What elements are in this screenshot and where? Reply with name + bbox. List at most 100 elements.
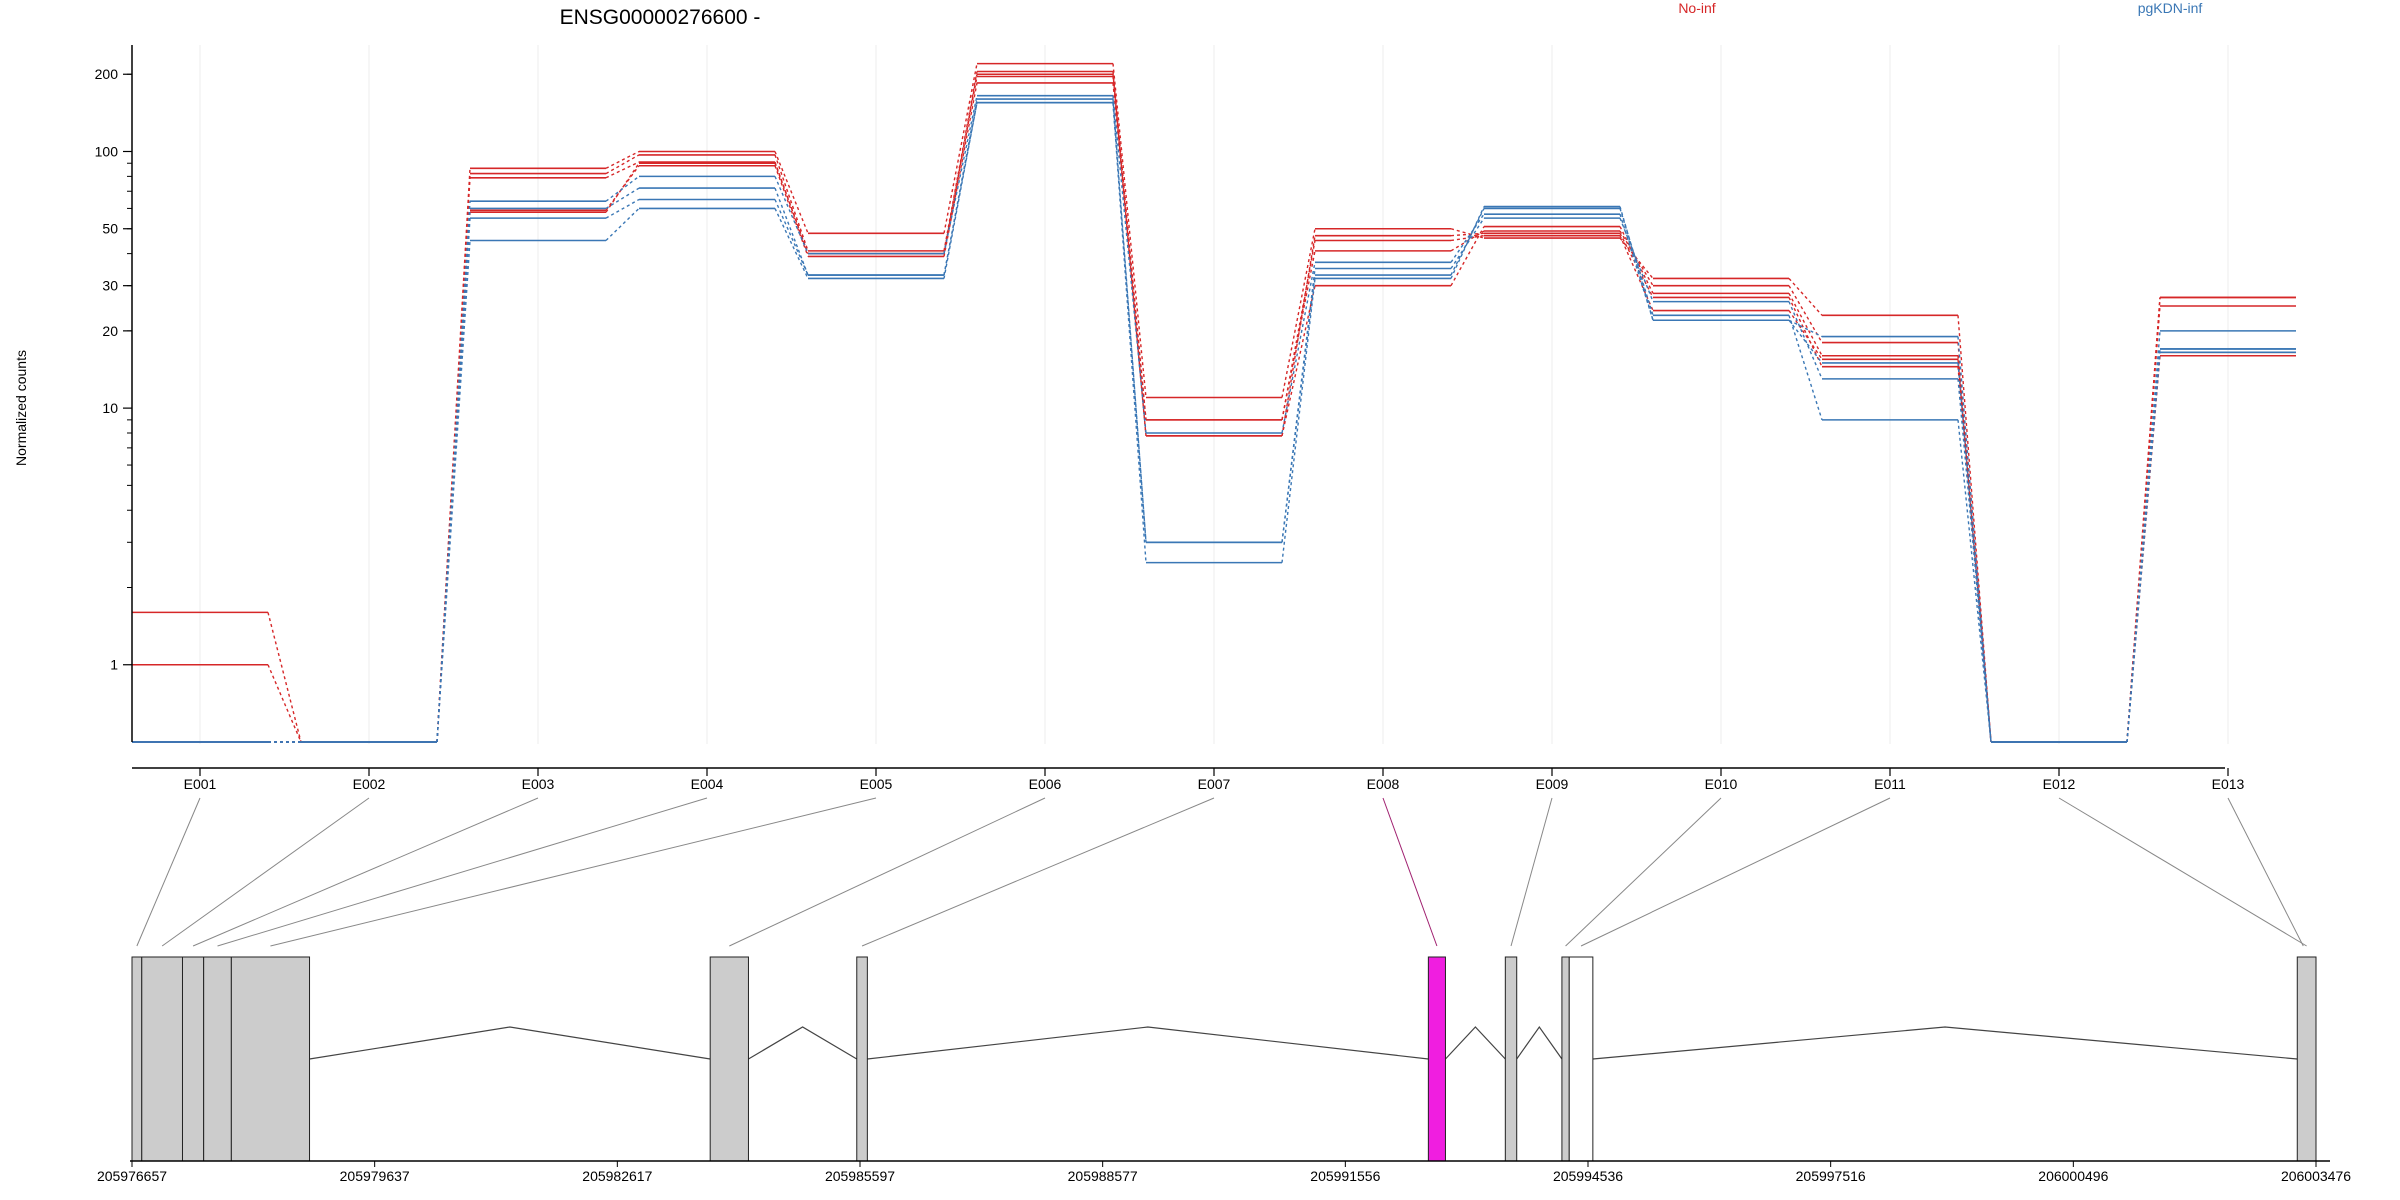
exon-connector xyxy=(1565,797,1722,947)
x-tick-label: E011 xyxy=(1874,776,1906,792)
intron-line xyxy=(1516,1025,1563,1060)
series-connector xyxy=(1788,319,1823,364)
genome-tick-label: 205988577 xyxy=(1068,1168,1138,1184)
genome-tick-label: 205994536 xyxy=(1553,1168,1623,1184)
series-connector xyxy=(267,612,302,743)
series-connector xyxy=(774,162,809,254)
genome-tick-label: 205985597 xyxy=(825,1168,895,1184)
series-connector xyxy=(1281,235,1316,436)
series-connector xyxy=(1788,319,1823,338)
series-connector xyxy=(943,82,978,257)
series-connector xyxy=(267,664,302,743)
legend-entry-pgkdn-inf: pgKDN-inf xyxy=(2138,0,2203,16)
exon-box-e004 xyxy=(203,956,232,1162)
series-connector xyxy=(605,187,640,210)
series-connector xyxy=(1619,206,1654,321)
series-connector xyxy=(1112,95,1147,434)
series-connector xyxy=(774,154,809,252)
y-tick-label: 10 xyxy=(102,400,118,416)
exon-connectors xyxy=(136,797,2307,947)
exon-box-e009 xyxy=(1504,956,1518,1162)
series-connector xyxy=(943,102,978,279)
x-axis-ticks: E001 E002 E003 E004 E005 E006 E007 E008 E009 E010… xyxy=(184,768,2245,792)
y-tick-label: 1 xyxy=(110,657,118,673)
exon-box-e007 xyxy=(856,956,868,1162)
exon-connector xyxy=(270,797,877,947)
x-tick-label: E002 xyxy=(353,776,386,792)
series-connector xyxy=(1957,419,1992,743)
series-connector xyxy=(605,154,640,175)
series-connector xyxy=(605,161,640,179)
chart-title: ENSG00000276600 - xyxy=(560,6,761,29)
series-connector xyxy=(774,208,809,279)
series-pgkdn-inf-4 xyxy=(132,101,2296,743)
exon-connector xyxy=(136,797,201,947)
series-connector xyxy=(2126,348,2161,743)
exon-connector xyxy=(729,797,1046,947)
x-tick-label: E008 xyxy=(1367,776,1400,792)
genome-tick-label: 205976657 xyxy=(97,1168,167,1184)
x-tick-label: E009 xyxy=(1536,776,1569,792)
series-connector xyxy=(943,63,978,234)
series-connector xyxy=(1281,240,1316,420)
x-tick-label: E007 xyxy=(1198,776,1231,792)
exon-box-e012 xyxy=(2296,956,2317,1162)
series-connector xyxy=(605,165,640,211)
y-tick-label: 50 xyxy=(102,221,118,237)
series-connector xyxy=(605,175,640,202)
series-connector xyxy=(1788,278,1823,316)
series-connector xyxy=(1281,285,1316,436)
series-connector xyxy=(436,240,471,743)
series-connector xyxy=(605,150,640,169)
y-tick-label: 100 xyxy=(95,143,119,159)
y-axis-ticks: 1 10 20 30 50 100 200 xyxy=(95,66,132,673)
x-tick-label: E006 xyxy=(1029,776,1062,792)
series-connector xyxy=(2126,348,2161,743)
series-connector xyxy=(1281,278,1316,563)
gene-model xyxy=(131,956,2317,1162)
x-tick-label: E004 xyxy=(691,776,724,792)
x-tick-label: E013 xyxy=(2212,776,2245,792)
exon-box-e002 xyxy=(141,956,183,1162)
exon-box-e005 xyxy=(230,956,311,1162)
exon-box-e006 xyxy=(709,956,749,1162)
intron-line xyxy=(309,1026,711,1060)
series-connector xyxy=(943,71,978,251)
series-connector xyxy=(1788,310,1823,360)
series-connector xyxy=(436,177,471,743)
series-connector xyxy=(605,162,640,213)
series-connector xyxy=(943,95,978,254)
exon-connector xyxy=(1510,797,1553,947)
series-connector xyxy=(1112,102,1147,563)
x-tick-label: E003 xyxy=(522,776,555,792)
genome-tick-label: 206000496 xyxy=(2038,1168,2108,1184)
intron-line xyxy=(1445,1026,1506,1060)
x-tick-label: E012 xyxy=(2043,776,2076,792)
genome-tick-label: 205982617 xyxy=(582,1168,652,1184)
exon-connector xyxy=(2058,797,2307,947)
series-connector xyxy=(774,176,809,254)
series-connector xyxy=(1281,274,1316,543)
genome-axis-ticks: 205976657 205979637 205982617 205985597 2059… xyxy=(97,1161,2351,1184)
x-tick-label: E005 xyxy=(860,776,893,792)
exon-connector xyxy=(861,797,1215,947)
exon-connector xyxy=(161,797,370,947)
exon-connector xyxy=(1580,797,1891,947)
series-connector xyxy=(774,165,809,257)
series-connector xyxy=(943,102,978,276)
series-connector xyxy=(2126,352,2161,743)
genome-tick-label: 206003476 xyxy=(2281,1168,2351,1184)
exon-box-e011 xyxy=(1568,956,1594,1162)
series-connector xyxy=(1450,213,1485,263)
series-connector xyxy=(2126,305,2161,743)
y-tick-label: 30 xyxy=(102,278,118,294)
series-connector xyxy=(1450,206,1485,279)
legend-entry-no-inf: No-inf xyxy=(1678,0,1715,16)
vertical-grid xyxy=(199,45,2229,744)
series-connector xyxy=(1281,262,1316,434)
series-connector xyxy=(1788,315,1823,421)
series-connector xyxy=(1788,301,1823,380)
intron-line xyxy=(748,1026,858,1060)
y-tick-label: 200 xyxy=(95,66,119,82)
